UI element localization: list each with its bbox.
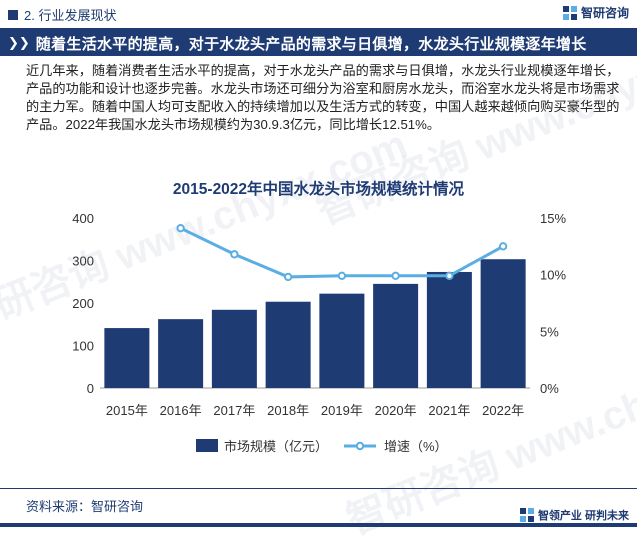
growth-point bbox=[337, 271, 347, 280]
y2-tick-label: 5% bbox=[540, 324, 559, 339]
chart: 0 100 200 300 400 0% 5% 10% 15% 2015年 2016年 2017年 20… bbox=[72, 211, 566, 454]
y2-tick-label: 10% bbox=[540, 268, 566, 283]
footer-divider bbox=[0, 488, 637, 489]
square-icon bbox=[8, 9, 18, 20]
bar bbox=[373, 283, 419, 388]
y-tick-label: 200 bbox=[72, 296, 94, 311]
headline-banner: ❯❯ 随着生活水平的提高，对于水龙头产品的需求与日俱增，水龙头行业规模逐年增长 bbox=[0, 30, 637, 56]
growth-point bbox=[391, 271, 400, 280]
legend-bar-swatch bbox=[196, 439, 218, 452]
brand-slogan: 智领产业 研判未来 bbox=[537, 510, 629, 522]
y-tick-label: 100 bbox=[72, 339, 94, 354]
brand-logo-icon bbox=[562, 5, 577, 20]
growth-point bbox=[176, 224, 185, 233]
bar bbox=[104, 328, 150, 388]
bar bbox=[426, 271, 472, 388]
brand-name: 智研咨询 bbox=[580, 6, 629, 20]
bar bbox=[158, 319, 204, 388]
y2-tick-label: 15% bbox=[540, 211, 566, 226]
x-tick-label: 2022年 bbox=[482, 403, 524, 418]
bar bbox=[265, 301, 311, 388]
section-label: 2. 行业发展现状 bbox=[8, 5, 116, 24]
x-tick-label: 2015年 bbox=[106, 403, 148, 418]
x-tick-label: 2018年 bbox=[267, 403, 309, 418]
y-tick-label: 400 bbox=[72, 211, 94, 226]
x-tick-label: 2017年 bbox=[213, 403, 255, 418]
section-title: 2. 行业发展现状 bbox=[24, 8, 117, 23]
legend-line-label: 增速（%） bbox=[384, 439, 448, 454]
y-tick-label: 0 bbox=[87, 381, 94, 396]
x-tick-label: 2021年 bbox=[428, 403, 470, 418]
bar bbox=[211, 309, 257, 388]
bottom-bar bbox=[0, 523, 637, 527]
growth-point bbox=[498, 242, 508, 251]
x-tick-label: 2020年 bbox=[375, 403, 417, 418]
x-tick-label: 2016年 bbox=[160, 403, 202, 418]
bar bbox=[319, 293, 365, 388]
brand-logo-icon bbox=[519, 508, 534, 522]
x-tick-label: 2019年 bbox=[321, 403, 363, 418]
y2-tick-label: 0% bbox=[540, 381, 559, 396]
legend-bar-label: 市场规模（亿元） bbox=[224, 439, 328, 454]
growth-point bbox=[445, 271, 454, 280]
double-chevron-icon: ❯❯ bbox=[8, 35, 30, 50]
growth-line bbox=[179, 226, 504, 279]
top-bar: 2. 行业发展现状 智研咨询 bbox=[0, 0, 637, 30]
growth-point bbox=[283, 272, 293, 282]
bar bbox=[480, 259, 526, 388]
y-tick-label: 300 bbox=[72, 254, 94, 269]
footer-brand: 智领产业 研判未来 bbox=[519, 507, 629, 523]
growth-point bbox=[230, 250, 239, 259]
brand: 智研咨询 bbox=[562, 4, 629, 21]
legend-line-marker bbox=[355, 441, 365, 451]
body-paragraph: 近几年来，随着消费者生活水平的提高，对于水龙头产品的需求与日俱增，水龙头行业规模… bbox=[26, 63, 620, 132]
chart-title: 2015-2022年中国水龙头市场规模统计情况 bbox=[172, 181, 465, 198]
headline-text: 随着生活水平的提高，对于水龙头产品的需求与日俱增，水龙头行业规模逐年增长 bbox=[35, 35, 587, 53]
source-note: 资料来源：智研咨询 bbox=[26, 499, 144, 514]
